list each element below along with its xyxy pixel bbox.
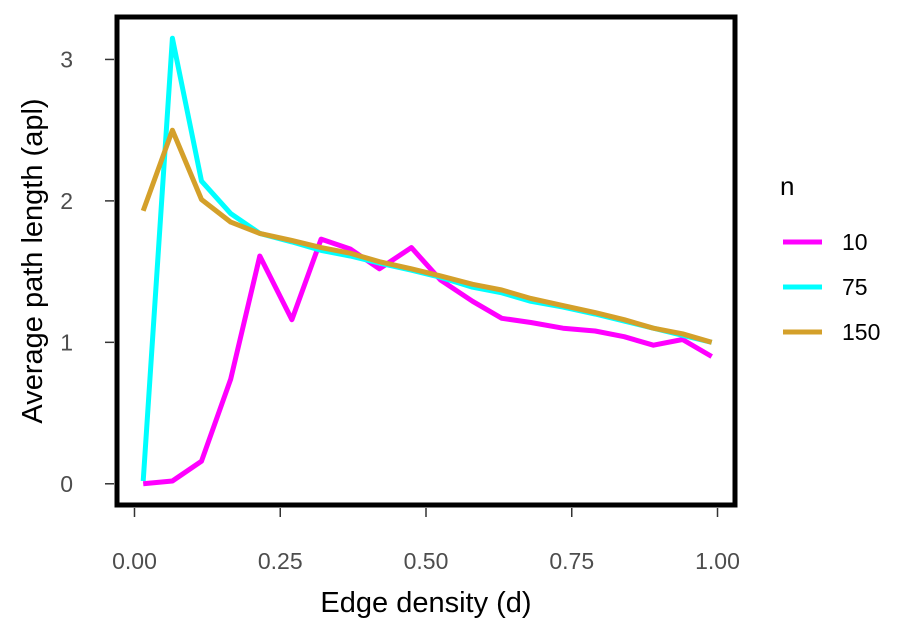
x-tick-label: 0.75 — [549, 548, 594, 574]
legend-title: n — [780, 171, 794, 201]
y-axis-title: Average path length (apl) — [17, 98, 49, 423]
x-tick-label: 1.00 — [695, 548, 740, 574]
y-tick-label: 2 — [60, 188, 73, 214]
y-tick-label: 3 — [60, 46, 73, 72]
legend-label-150: 150 — [842, 319, 880, 345]
series-line-10 — [142, 236, 713, 487]
legend-label-75: 75 — [842, 274, 868, 300]
x-axis: 0.00 0.25 0.50 0.75 1.00 — [112, 508, 740, 574]
y-tick-label: 1 — [60, 329, 73, 355]
y-tick-label: 0 — [60, 471, 73, 497]
x-tick-label: 0.50 — [404, 548, 449, 574]
y-axis: 0 1 2 3 — [60, 46, 114, 497]
series-layer — [140, 35, 713, 487]
legend-label-10: 10 — [842, 229, 868, 255]
x-axis-title: Edge density (d) — [320, 587, 531, 619]
x-tick-label: 0.00 — [112, 548, 157, 574]
series-line-150 — [140, 127, 713, 345]
x-tick-label: 0.25 — [258, 548, 303, 574]
legend: n 10 75 150 — [780, 171, 880, 345]
